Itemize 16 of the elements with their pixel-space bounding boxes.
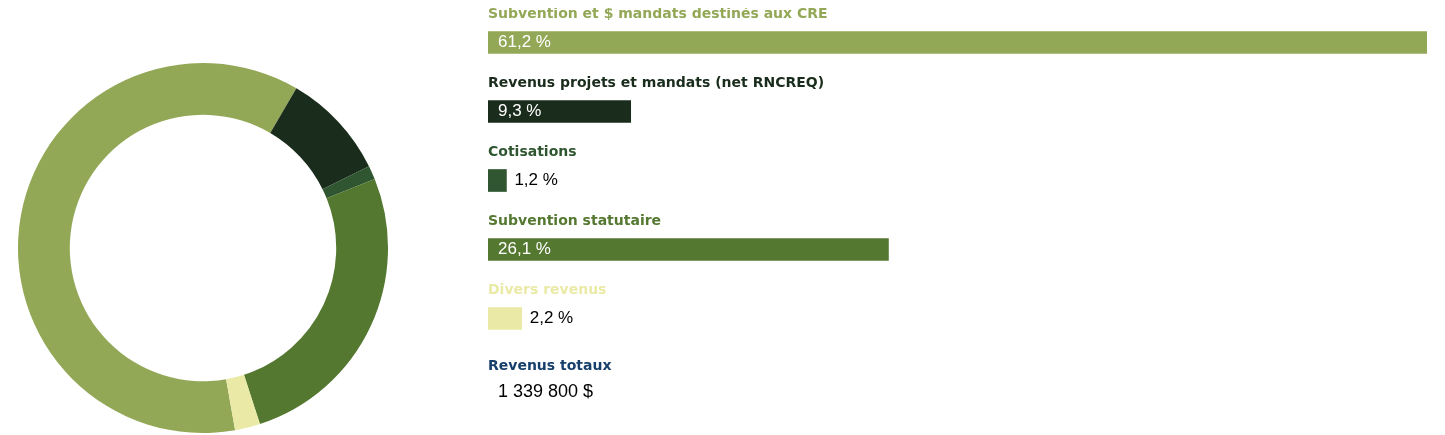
data-label: 9,3 % <box>498 101 542 121</box>
text: 1 339 800 $ <box>498 381 595 402</box>
data-label: 1,2 % <box>514 170 558 190</box>
data-label: 26,1 % <box>498 239 551 259</box>
y-tick-label: Cotisations <box>488 143 577 160</box>
bar <box>488 238 889 261</box>
text: Revenus totaux <box>488 357 613 373</box>
y-tick-label: Revenus projets et mandats (net RNCREQ) <box>488 74 825 91</box>
bar <box>488 169 507 192</box>
bar <box>488 31 1427 54</box>
data-label: 61,2 % <box>498 32 551 52</box>
data-label: 2,2 % <box>529 308 574 328</box>
y-tick-label: Subvention statutaire <box>488 212 662 229</box>
y-tick-label: Divers revenus <box>488 281 607 298</box>
bar <box>488 100 632 123</box>
bar <box>488 307 523 330</box>
